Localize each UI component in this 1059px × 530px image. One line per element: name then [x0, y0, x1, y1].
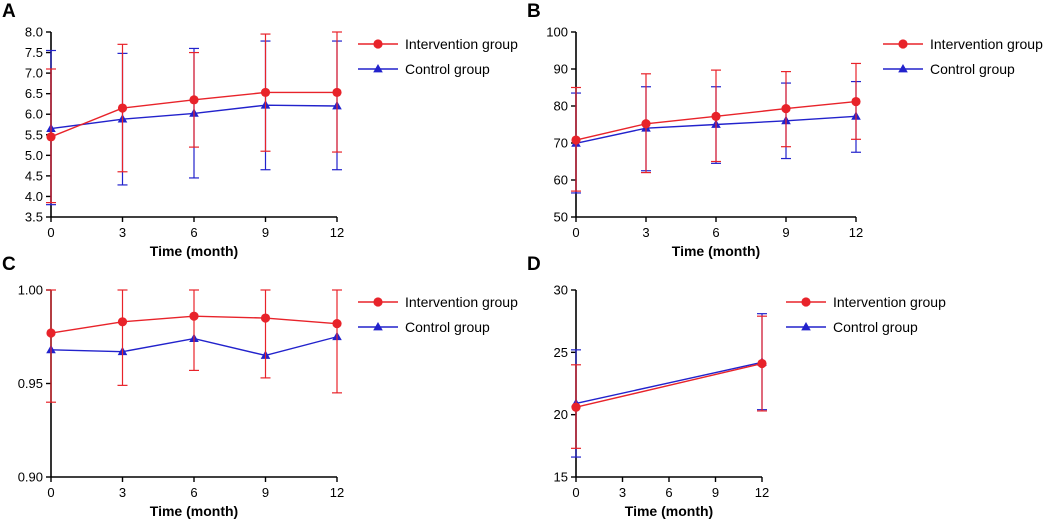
x-tick-label: 9 [262, 225, 269, 240]
legend-marker [801, 322, 811, 331]
y-tick-label: 15 [554, 470, 568, 485]
y-tick-label: 0.95 [18, 376, 43, 391]
y-tick-label: 70 [554, 136, 568, 151]
legend-label: Control group [930, 61, 1015, 77]
panel-label: C [2, 254, 16, 275]
x-tick-label: 0 [572, 485, 579, 500]
data-point [851, 96, 861, 107]
y-tick-label: 3.5 [25, 210, 43, 225]
legend-marker [373, 64, 383, 73]
data-point [332, 87, 342, 98]
data-point [46, 132, 56, 142]
y-tick-label: 8.0 [25, 25, 43, 40]
legend-label: Control group [405, 61, 490, 77]
x-tick-label: 3 [619, 485, 626, 500]
y-tick-label: 4.5 [25, 168, 43, 183]
y-tick-label: 50 [554, 210, 568, 225]
y-tick-label: 6.0 [25, 107, 43, 122]
legend-label: Control group [833, 319, 918, 335]
data-point [332, 319, 342, 329]
x-axis-title: Time (month) [625, 503, 713, 519]
chart-panel-a: A 3.5 4.0 4.5 5.0 5.5 6.0 6.5 7.0 7.5 8.0 0 3 6 9 12 Tim… [2, 1, 518, 259]
x-tick-label: 6 [665, 485, 672, 500]
x-tick-label: 0 [47, 225, 54, 240]
legend-label: Intervention group [833, 294, 946, 310]
data-point [757, 358, 767, 369]
series-intervention [571, 315, 767, 449]
x-axis-title: Time (month) [150, 243, 238, 259]
y-tick-label: 20 [554, 407, 568, 422]
data-point [641, 119, 651, 129]
x-tick-label: 12 [330, 225, 344, 240]
data-point [781, 103, 791, 114]
x-tick-label: 6 [190, 225, 197, 240]
legend-marker [373, 297, 383, 307]
x-tick-label: 3 [642, 225, 649, 240]
legend-marker [373, 322, 383, 331]
data-point [46, 328, 56, 338]
series-intervention [46, 289, 342, 403]
y-tick-label: 5.5 [25, 127, 43, 142]
x-tick-label: 0 [572, 225, 579, 240]
data-point [117, 317, 128, 327]
chart-panel-c: C 0.90 0.95 1.00 0 3 6 9 12 Time (month) Intervent… [2, 254, 518, 519]
x-tick-label: 3 [119, 225, 126, 240]
legend-marker [373, 39, 383, 49]
y-tick-label: 5.0 [25, 148, 43, 163]
x-tick-label: 6 [712, 225, 719, 240]
legend-marker [801, 297, 811, 307]
data-point [189, 311, 199, 321]
chart-panel-b: B 50 60 70 80 90 100 0 3 6 9 12 Time (month) Interven… [527, 1, 1043, 259]
series-intervention [46, 31, 342, 204]
legend-label: Control group [405, 319, 490, 335]
x-tick-label: 12 [330, 485, 344, 500]
data-point [260, 313, 271, 323]
series-intervention [571, 62, 861, 192]
y-tick-label: 60 [554, 173, 568, 188]
legend-label: Intervention group [930, 36, 1043, 52]
data-point [571, 135, 581, 145]
x-axis-title: Time (month) [672, 243, 760, 259]
y-tick-label: 7.5 [25, 45, 43, 60]
legend-marker [898, 64, 908, 73]
panel-label: B [527, 1, 541, 22]
legend-label: Intervention group [405, 294, 518, 310]
panel-label: D [527, 254, 541, 275]
legend: Intervention group Control group [358, 36, 518, 77]
y-tick-label: 4.0 [25, 189, 43, 204]
panel-label: A [2, 1, 16, 22]
y-tick-label: 100 [546, 25, 568, 40]
x-tick-label: 9 [782, 225, 789, 240]
x-tick-label: 6 [190, 485, 197, 500]
x-tick-label: 9 [262, 485, 269, 500]
x-tick-label: 3 [119, 485, 126, 500]
data-point [571, 402, 581, 412]
x-tick-label: 9 [712, 485, 719, 500]
legend: Intervention group Control group [358, 294, 518, 335]
y-tick-label: 6.5 [25, 86, 43, 101]
x-tick-label: 12 [849, 225, 863, 240]
y-tick-label: 90 [554, 62, 568, 77]
legend: Intervention group Control group [786, 294, 946, 335]
legend-label: Intervention group [405, 36, 518, 52]
legend: Intervention group Control group [883, 36, 1043, 77]
y-tick-label: 1.00 [18, 283, 43, 298]
series-line [575, 361, 763, 405]
y-tick-label: 80 [554, 99, 568, 114]
x-tick-label: 12 [755, 485, 769, 500]
data-point [189, 95, 199, 105]
legend-marker [898, 39, 908, 49]
y-tick-label: 7.0 [25, 66, 43, 81]
y-tick-label: 25 [554, 345, 568, 360]
series-line [575, 362, 763, 408]
y-tick-label: 30 [554, 283, 568, 298]
x-axis-title: Time (month) [150, 503, 238, 519]
x-tick-label: 0 [47, 485, 54, 500]
chart-panel-d: D 15 20 25 30 0 3 6 9 12 Time (month) Intervention … [527, 254, 946, 519]
data-point [117, 103, 128, 113]
y-tick-label: 0.90 [18, 470, 43, 485]
data-point [260, 87, 271, 98]
data-point [711, 111, 721, 121]
